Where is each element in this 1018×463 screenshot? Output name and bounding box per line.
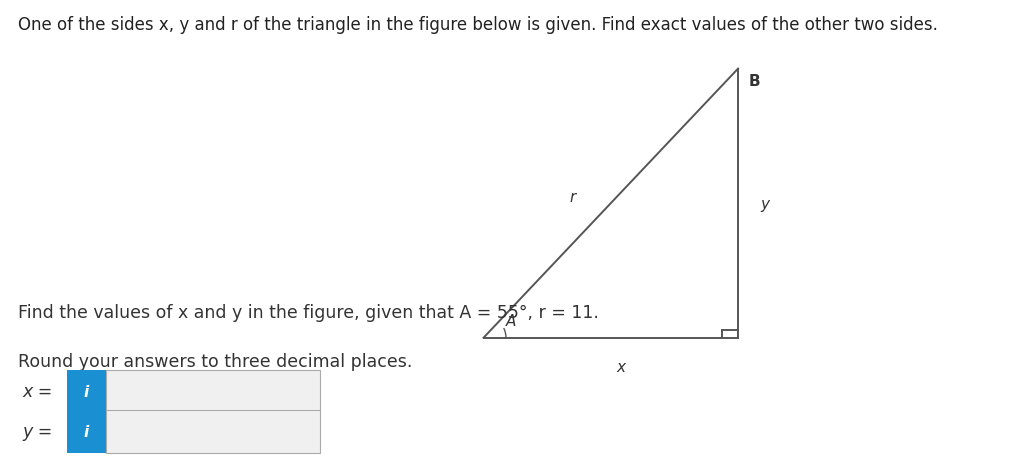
Bar [67, 410, 106, 453]
Text: r: r [569, 189, 575, 204]
Bar [106, 410, 320, 453]
Bar [106, 370, 320, 413]
Text: y: y [760, 196, 770, 211]
Text: y =: y = [22, 422, 53, 440]
Text: i: i [83, 384, 90, 399]
Text: One of the sides x, y and r of the triangle in the figure below is given. Find e: One of the sides x, y and r of the trian… [18, 16, 939, 34]
Text: Round your answers to three decimal places.: Round your answers to three decimal plac… [18, 352, 412, 370]
Text: A: A [506, 314, 516, 329]
Text: Find the values of x and y in the figure, given that A = 55°, r = 11.: Find the values of x and y in the figure… [18, 303, 600, 321]
Text: B: B [748, 74, 759, 89]
Text: x =: x = [22, 382, 53, 400]
Text: x: x [617, 359, 625, 374]
Text: i: i [83, 424, 90, 439]
Bar [67, 370, 106, 413]
